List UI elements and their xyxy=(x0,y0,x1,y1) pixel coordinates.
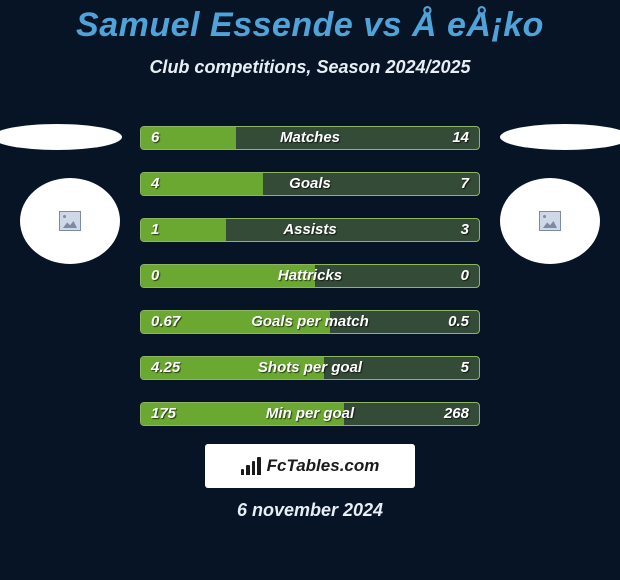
bar-chart-icon xyxy=(241,457,261,475)
stat-right-value: 0.5 xyxy=(448,311,469,333)
stat-right-value: 5 xyxy=(461,357,469,379)
stat-left-value: 175 xyxy=(151,403,176,425)
stat-label: Goals per match xyxy=(251,311,369,333)
stat-bar: 1 Assists 3 xyxy=(140,218,480,242)
comparison-bars: 6 Matches 14 4 Goals 7 1 Assists 3 0 Hattricks 0 0.6… xyxy=(140,126,480,448)
page-title: Samuel Essende vs Å eÅ¡ko xyxy=(0,0,620,45)
stat-label: Matches xyxy=(280,127,340,149)
stat-right-value: 3 xyxy=(461,219,469,241)
stat-left-value: 4 xyxy=(151,173,159,195)
stat-right-value: 268 xyxy=(444,403,469,425)
stat-bar: 4.25 Shots per goal 5 xyxy=(140,356,480,380)
stat-right-value: 14 xyxy=(452,127,469,149)
subtitle: Club competitions, Season 2024/2025 xyxy=(0,57,620,78)
player-left-ellipse xyxy=(0,124,122,150)
stat-left-value: 0.67 xyxy=(151,311,180,333)
stat-label: Min per goal xyxy=(266,403,354,425)
stat-bar: 175 Min per goal 268 xyxy=(140,402,480,426)
player-left-avatar xyxy=(20,178,120,264)
stat-left-value: 1 xyxy=(151,219,159,241)
player-right-avatar xyxy=(500,178,600,264)
stat-label: Shots per goal xyxy=(258,357,362,379)
brand-text: FcTables.com xyxy=(267,456,380,476)
stat-left-value: 0 xyxy=(151,265,159,287)
brand-badge: FcTables.com xyxy=(205,444,415,488)
stat-label: Goals xyxy=(289,173,331,195)
player-right-ellipse xyxy=(500,124,620,150)
image-placeholder-icon xyxy=(59,211,81,231)
stat-label: Hattricks xyxy=(278,265,342,287)
date-line: 6 november 2024 xyxy=(0,500,620,521)
stat-bar: 4 Goals 7 xyxy=(140,172,480,196)
image-placeholder-icon xyxy=(539,211,561,231)
stat-bar: 6 Matches 14 xyxy=(140,126,480,150)
stat-bar: 0.67 Goals per match 0.5 xyxy=(140,310,480,334)
stat-left-value: 4.25 xyxy=(151,357,180,379)
stat-label: Assists xyxy=(283,219,336,241)
stat-left-value: 6 xyxy=(151,127,159,149)
stat-right-value: 0 xyxy=(461,265,469,287)
stat-right-value: 7 xyxy=(461,173,469,195)
stat-bar: 0 Hattricks 0 xyxy=(140,264,480,288)
